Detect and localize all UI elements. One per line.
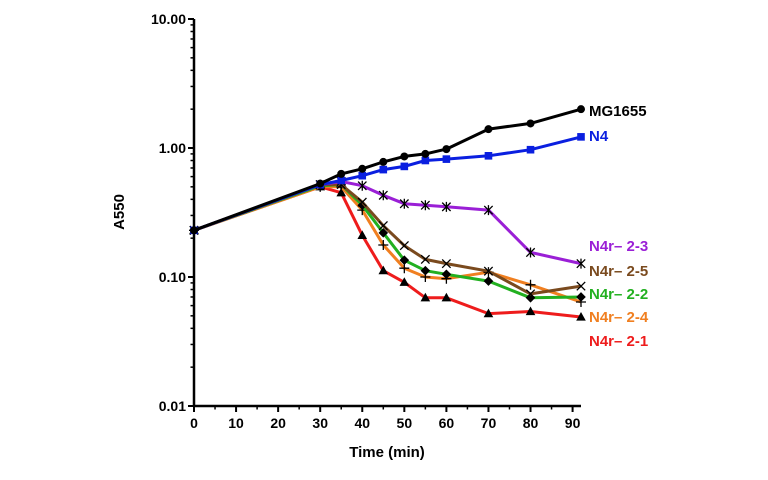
data-point bbox=[358, 171, 367, 180]
series-label: N4r– 2-5 bbox=[589, 263, 648, 280]
data-point bbox=[399, 255, 410, 265]
data-point bbox=[483, 308, 494, 318]
data-point bbox=[379, 165, 388, 174]
data-point bbox=[379, 157, 388, 166]
y-tick-label: 10.00 bbox=[151, 11, 186, 27]
series-label: N4r– 2-2 bbox=[589, 286, 648, 303]
x-tick-label: 90 bbox=[565, 415, 581, 431]
y-tick-label: 0.10 bbox=[159, 269, 186, 285]
data-point bbox=[358, 164, 367, 173]
data-point bbox=[336, 187, 347, 197]
data-point bbox=[576, 292, 586, 302]
data-point bbox=[378, 240, 389, 251]
data-point bbox=[576, 311, 586, 321]
data-point bbox=[484, 152, 493, 160]
data-point bbox=[525, 289, 536, 299]
series-n4r-2-5 bbox=[189, 179, 586, 299]
data-point bbox=[400, 152, 409, 161]
data-point bbox=[378, 228, 389, 238]
data-point bbox=[483, 276, 494, 286]
data-point bbox=[357, 200, 368, 211]
data-point bbox=[525, 306, 536, 316]
x-tick-label: 40 bbox=[354, 415, 370, 431]
x-tick-label: 20 bbox=[270, 415, 286, 431]
x-tick-label: 80 bbox=[523, 415, 539, 431]
y-axis-title: A550 bbox=[111, 194, 128, 230]
series-label: MG1655 bbox=[589, 103, 647, 120]
series-n4r-2-4 bbox=[189, 181, 586, 308]
data-point bbox=[378, 190, 388, 201]
data-point bbox=[420, 292, 431, 302]
data-point bbox=[378, 221, 388, 231]
data-point bbox=[400, 162, 409, 171]
x-tick-label: 0 bbox=[190, 415, 198, 431]
series-label: N4r– 2-1 bbox=[589, 333, 648, 350]
x-tick-label: 70 bbox=[481, 415, 497, 431]
series-n4r-2-3 bbox=[189, 176, 586, 269]
series-group bbox=[189, 105, 586, 321]
data-point bbox=[577, 133, 585, 141]
data-point bbox=[577, 105, 585, 114]
y-tick-label: 0.01 bbox=[159, 398, 186, 414]
x-tick-label: 50 bbox=[397, 415, 413, 431]
x-tick-label: 60 bbox=[439, 415, 455, 431]
data-point bbox=[525, 292, 536, 303]
data-point bbox=[420, 265, 431, 276]
data-point bbox=[337, 176, 346, 185]
data-point bbox=[525, 247, 536, 258]
series-label: N4 bbox=[589, 128, 609, 145]
series-line bbox=[193, 185, 582, 319]
data-point bbox=[337, 169, 346, 178]
data-point bbox=[483, 266, 494, 276]
data-point bbox=[378, 265, 389, 275]
data-point bbox=[420, 254, 431, 265]
series-label: N4r– 2-4 bbox=[589, 309, 649, 326]
data-point bbox=[576, 258, 586, 269]
data-point bbox=[357, 197, 367, 207]
data-point bbox=[399, 240, 409, 251]
series-label: N4r– 2-3 bbox=[589, 238, 648, 255]
x-tick-label: 30 bbox=[312, 415, 328, 431]
data-point bbox=[526, 145, 535, 154]
data-point bbox=[399, 198, 409, 209]
data-point bbox=[421, 149, 430, 158]
data-point bbox=[441, 201, 452, 212]
data-point bbox=[442, 145, 451, 154]
y-tick-label: 1.00 bbox=[159, 140, 186, 156]
data-point bbox=[316, 179, 325, 188]
data-point bbox=[526, 119, 535, 128]
data-point bbox=[357, 230, 368, 240]
data-point bbox=[441, 258, 452, 269]
series-mg1655 bbox=[190, 105, 585, 235]
series-line bbox=[193, 183, 582, 300]
data-point bbox=[441, 269, 452, 280]
series-labels: MG1655 N4 N4r– 2-3 N4r– 2-5 N4r– 2-2 N4r– 2-4… bbox=[589, 103, 649, 350]
axes: 0.01 0.10 1.00 10.00 0 10 20 30 40 50 60 70 80 90 bbox=[151, 11, 581, 431]
data-point bbox=[421, 156, 430, 165]
data-point bbox=[190, 226, 198, 235]
data-point bbox=[420, 200, 431, 211]
data-point bbox=[483, 205, 494, 216]
x-axis-title: Time (min) bbox=[349, 444, 425, 461]
data-point bbox=[399, 277, 410, 286]
data-point bbox=[576, 281, 586, 291]
series-line bbox=[193, 135, 582, 232]
data-point bbox=[442, 155, 451, 163]
x-tick-label: 10 bbox=[228, 415, 244, 431]
data-point bbox=[525, 279, 536, 290]
series-n4 bbox=[190, 133, 585, 235]
data-point bbox=[484, 125, 493, 134]
data-point bbox=[357, 180, 367, 191]
data-point bbox=[441, 292, 452, 302]
